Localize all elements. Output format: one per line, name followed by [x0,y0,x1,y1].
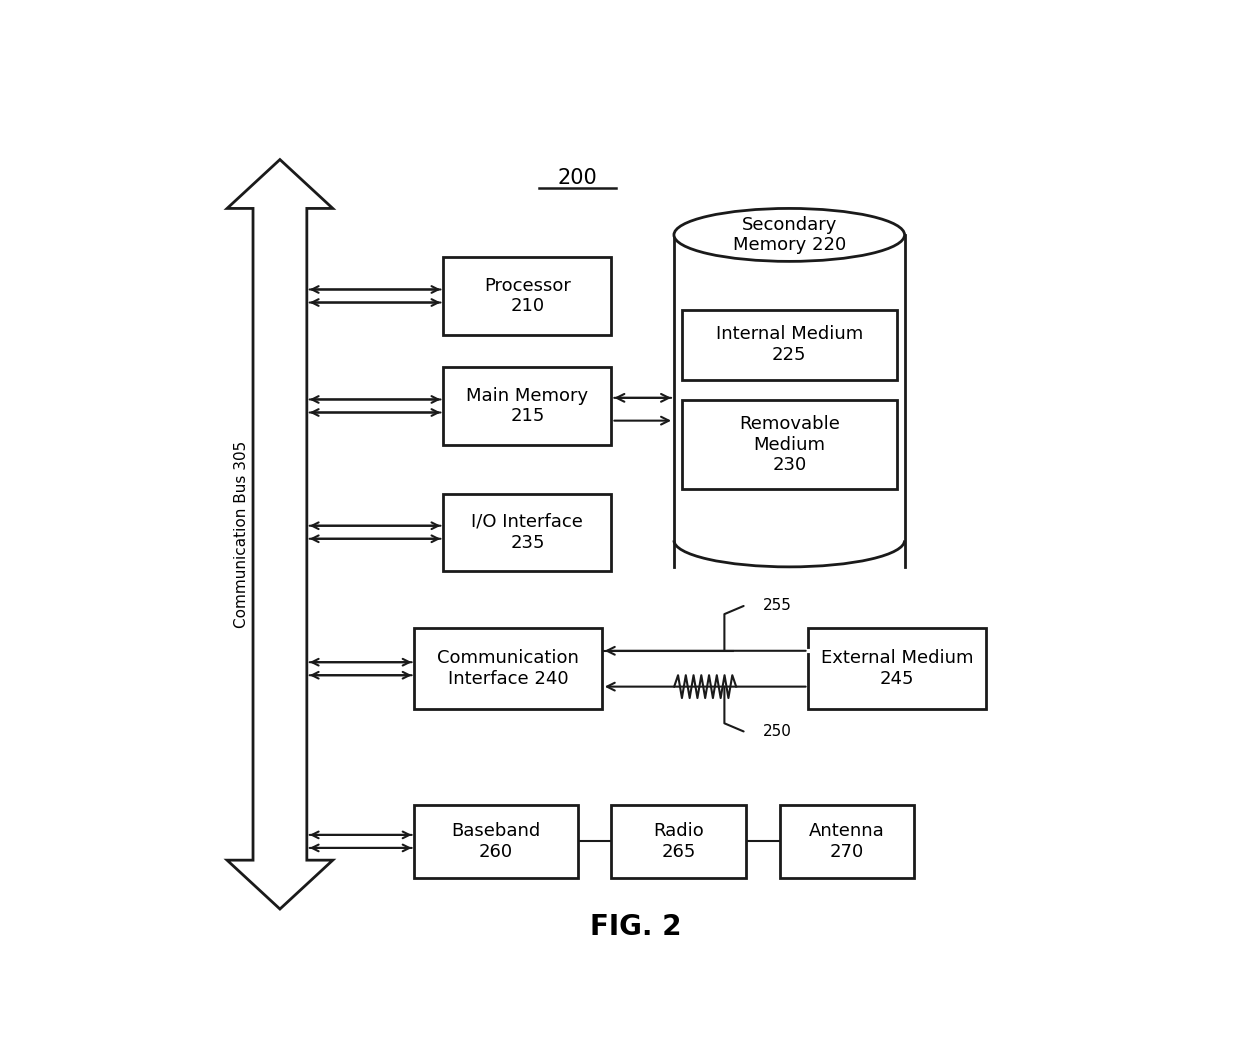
Text: Main Memory
215: Main Memory 215 [466,386,589,425]
Bar [675,235,905,541]
Ellipse shape [675,208,904,261]
Text: Secondary
Memory 220: Secondary Memory 220 [733,216,846,254]
Bar [682,310,897,380]
Bar [444,257,611,334]
Text: External Medium
245: External Medium 245 [821,650,973,688]
Bar [611,805,746,878]
Bar [414,628,601,710]
Bar [414,805,578,878]
Polygon shape [227,160,332,909]
Bar [780,805,914,878]
Text: Baseband
260: Baseband 260 [451,822,541,861]
Text: Communication Bus 305: Communication Bus 305 [234,441,249,627]
Text: 250: 250 [763,724,791,738]
Bar [682,400,897,490]
Text: 255: 255 [763,599,791,614]
Text: FIG. 2: FIG. 2 [590,913,681,941]
Text: Radio
265: Radio 265 [653,822,704,861]
Text: Removable
Medium
230: Removable Medium 230 [739,415,839,474]
Text: Processor
210: Processor 210 [484,276,570,315]
Bar [444,493,611,571]
Text: 200: 200 [558,168,598,188]
Bar [444,367,611,444]
Text: Internal Medium
225: Internal Medium 225 [715,326,863,364]
Text: Antenna
270: Antenna 270 [808,822,885,861]
Bar [808,628,986,710]
Text: I/O Interface
235: I/O Interface 235 [471,513,583,551]
Text: Communication
Interface 240: Communication Interface 240 [438,650,579,688]
